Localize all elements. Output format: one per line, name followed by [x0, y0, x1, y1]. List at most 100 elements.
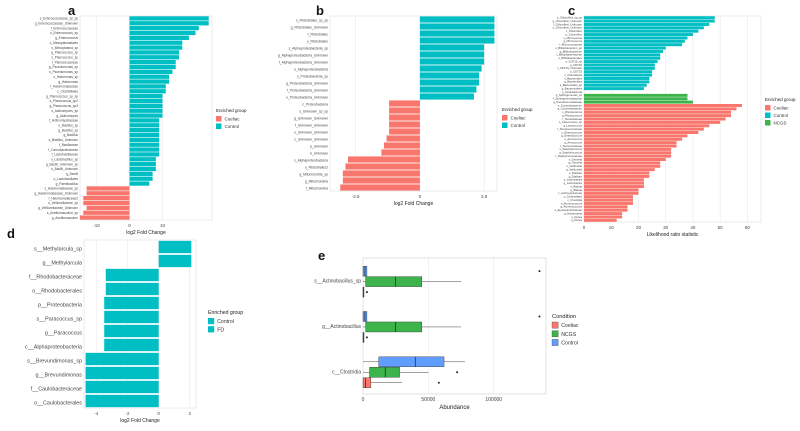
bar-a-13 [129, 79, 170, 84]
x-tick-label-c-2: 20 [636, 225, 642, 230]
box-e-0-1 [365, 276, 423, 287]
bar-a-28 [129, 152, 160, 157]
y-tick-label-b-1: g_Rhizobiales_Unknown [291, 25, 328, 29]
y-tick-label-a-0: s_Enterococcaceae_sp_sp [40, 17, 79, 21]
bar-a-16 [129, 94, 163, 99]
bar-c-39 [584, 147, 672, 151]
bar-c-53 [584, 195, 634, 199]
bar-c-17 [584, 73, 653, 77]
y-tick-label-c-19: g_Bacteroides [564, 80, 582, 84]
bar-a-3 [129, 30, 196, 36]
y-tick-label-b-3: o_Rhizobiales [307, 39, 329, 43]
y-tick-label-a-1: g_Enterococcaceae_Unknown [35, 22, 78, 26]
x-tick-label-a-2: 10 [160, 223, 166, 228]
y-tick-label-c-40: g_Staphylococcus [559, 151, 582, 155]
x-axis-label-d: log2 Fold Change [120, 418, 160, 424]
y-tick-label-c-26: s_Corynebacterium [558, 103, 583, 107]
y-tick-label-d-3: o__Rhodobacterales [32, 289, 82, 295]
bar-a-1 [129, 21, 209, 26]
y-tick-label-b-5: g_Alphaproteobacteria_Unknown [278, 53, 328, 57]
bar-c-41 [584, 154, 672, 158]
y-tick-label-c-15: f_CDT15_Unknown [557, 66, 582, 70]
y-tick-label-c-14: g_CDT15 [570, 63, 582, 67]
y-tick-label-a-5: o_Mesoplasmatales [50, 41, 79, 45]
y-tick-label-a-11: s_Psuedomonas_sp [49, 70, 78, 74]
y-tick-label-d-9: g__Brevundimonas [36, 373, 83, 379]
y-tick-label-c-47: g_Dialister [569, 174, 582, 178]
y-tick-label-a-10: g_Psuedomonas_sp [49, 65, 78, 69]
y-tick-label-b-16: o_Unknown_Unknown [294, 130, 328, 134]
y-tick-label-c-35: g_Streptococcus [561, 134, 582, 138]
bar-c-26 [584, 104, 742, 107]
y-tick-label-b-22: g_Mitochondria_sp [299, 172, 328, 176]
y-tick-label-d-10: f__Caulobacteraceae [31, 387, 82, 393]
bar-a-11 [129, 69, 173, 74]
bar-c-45 [584, 168, 655, 172]
y-tick-label-c-38: f_Aerococcaceae [560, 144, 582, 148]
y-tick-label-a-40: s_Acetitomaculum_sp [47, 211, 78, 215]
bar-c-27 [584, 107, 737, 111]
y-tick-label-d-5: s__Paracoccus_sp [36, 317, 82, 323]
y-tick-label-c-12: o_Bifidobacteriales [558, 56, 582, 60]
legend-swatch-d-1 [208, 326, 215, 333]
bar-c-57 [584, 208, 628, 212]
bar-b-22 [342, 170, 420, 177]
bar-c-42 [584, 158, 666, 162]
legend-label-e-2: Control [561, 341, 578, 347]
y-tick-label-c-29: g_Rhodococcus [562, 113, 583, 117]
bar-d-7 [104, 338, 159, 352]
y-tick-label-c-55: s_Ruminococcus [561, 201, 583, 205]
y-tick-label-b-13: s_Unknown_sp_sp [299, 109, 328, 113]
y-tick-label-c-22: s_Acidobacteria [562, 90, 582, 94]
bar-c-14 [584, 63, 655, 67]
panel-letter-d: d [7, 226, 15, 241]
bar-a-30 [129, 162, 156, 167]
y-tick-label-b-14: g_Unknown_Unknown [294, 116, 328, 120]
bar-c-25 [584, 100, 693, 104]
legend-swatch-d-0 [208, 318, 215, 325]
box-e-1-1 [365, 321, 423, 333]
y-tick-label-b-8: s_Proteobacteria_sp [297, 74, 328, 78]
legend-label-c-0: Coeliac [774, 106, 790, 111]
bar-c-44 [584, 164, 661, 168]
y-tick-label-c-31: s_Lactococcus_sp [559, 120, 582, 124]
y-tick-label-c-10: g_Bifidobacterium [560, 49, 583, 53]
bar-c-47 [584, 174, 650, 178]
y-tick-label-a-14: f_Halomonadaceae [50, 85, 78, 89]
bar-d-1 [158, 254, 192, 268]
y-tick-label-d-6: g__Paracoccus [45, 331, 82, 337]
bar-a-6 [129, 45, 183, 50]
bar-b-4 [419, 44, 485, 51]
y-tick-label-b-23: g_Mitochondria [305, 179, 328, 183]
bar-b-15 [389, 121, 420, 128]
y-tick-label-a-8: s_Planococcus_sp [51, 56, 78, 60]
bar-b-19 [381, 149, 420, 156]
bar-a-36 [86, 191, 130, 196]
bar-a-0 [129, 16, 209, 21]
y-tick-label-c-17: c_Chloroflexia [564, 73, 582, 77]
bar-c-54 [584, 198, 634, 202]
bar-d-4 [104, 296, 159, 310]
y-tick-label-c-33: f_Streptococcaceae [557, 127, 582, 131]
bar-c-46 [584, 171, 650, 175]
bar-c-34 [584, 131, 699, 134]
y-tick-label-b-17: c_Unknown_Unknown [294, 137, 328, 141]
y-tick-label-a-41: g_Acetitomaculum [52, 216, 79, 220]
y-tick-label-b-24: f_Mitochondria [306, 186, 328, 190]
bar-d-9 [85, 366, 159, 380]
bar-b-16 [389, 128, 420, 135]
bar-b-13 [389, 107, 420, 114]
x-axis-label-b: log2 Fold Change [394, 201, 434, 207]
bar-c-8 [584, 43, 683, 47]
y-tick-label-b-0: s_Rhizobiales_sp_sp [296, 18, 328, 22]
y-tick-label-b-4: s_Alphaproteobacteria_sp [289, 46, 329, 50]
panel-letter-a: a [68, 3, 76, 18]
y-tick-label-e-0: s__Actinobacillus_sp [314, 279, 361, 285]
outlier-e-1-2-0 [365, 336, 368, 339]
x-tick-label-a-0: -10 [93, 223, 100, 228]
y-tick-label-c-60: g_Dorea [571, 218, 582, 222]
bar-a-38 [83, 200, 130, 206]
x-tick-label-b-2: 2.5 [481, 194, 488, 199]
y-tick-label-d-2: f__Rhodobacteraceae [29, 275, 82, 281]
bar-a-20 [129, 113, 163, 118]
